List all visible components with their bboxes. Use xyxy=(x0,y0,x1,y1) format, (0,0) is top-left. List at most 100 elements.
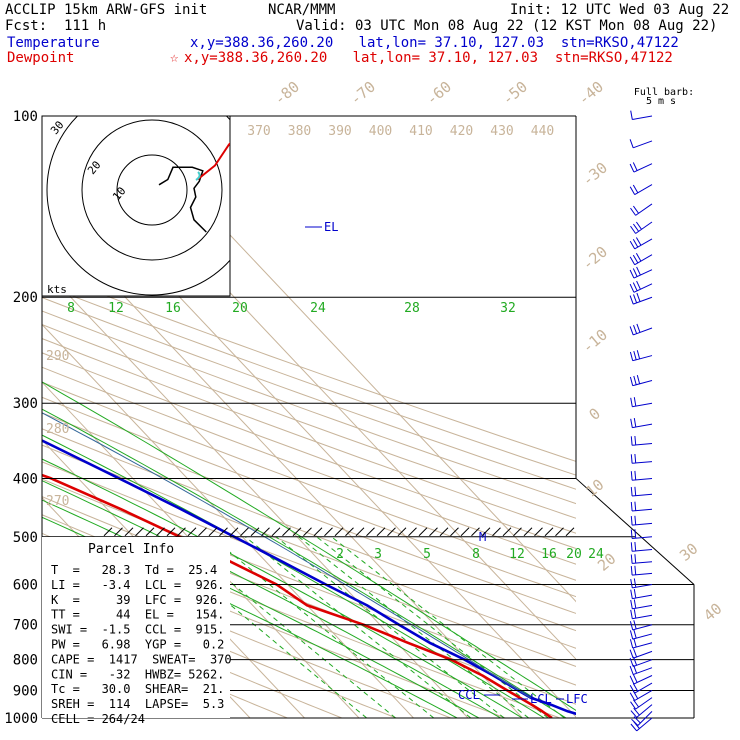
hatch-mark xyxy=(492,527,501,537)
temperature-tick-label: -30 xyxy=(579,159,611,190)
theta-label: 370 xyxy=(247,124,270,139)
wind-barb xyxy=(631,711,653,726)
hatch-mark xyxy=(345,527,354,537)
dry-adiabat-line xyxy=(42,297,576,490)
hatch-mark xyxy=(124,527,134,537)
hatch-mark xyxy=(429,527,438,537)
theta-label: 290 xyxy=(46,349,69,364)
wind-barb xyxy=(630,578,653,589)
pressure-tick-label: 900 xyxy=(13,683,38,699)
moist-adiabat-label: 12 xyxy=(108,301,124,316)
hodograph-box xyxy=(41,115,231,297)
hodograph xyxy=(46,116,230,296)
dry-adiabat-line xyxy=(42,324,576,519)
mixing-ratio-line xyxy=(175,536,396,718)
wind-barb xyxy=(629,648,653,659)
wind-barb xyxy=(630,599,653,610)
hatch-mark xyxy=(565,527,575,537)
wind-barb xyxy=(630,453,653,464)
hodograph-ring xyxy=(46,116,230,296)
wind-barb xyxy=(629,237,653,250)
dry-adiabat-line xyxy=(42,338,576,534)
dewpoint-profile-line xyxy=(42,473,553,718)
moist-adiabat-label: 28 xyxy=(404,301,420,316)
wind-barb xyxy=(630,554,653,564)
melting-level-label: M xyxy=(479,530,486,544)
dry-adiabat-line xyxy=(42,592,344,718)
wind-barb xyxy=(630,589,653,600)
wind-barb xyxy=(629,374,653,387)
hodograph-ring xyxy=(81,119,223,261)
mixing-ratio-line xyxy=(331,536,565,718)
wind-barb xyxy=(630,541,653,552)
pressure-tick-label: 200 xyxy=(13,290,38,306)
mixing-ratio-label: 8 xyxy=(472,547,480,562)
parcel-path-line xyxy=(42,412,532,699)
theta-label: 440 xyxy=(531,124,554,139)
hatch-mark xyxy=(502,527,512,537)
temperature-tick-label: -40 xyxy=(575,78,607,109)
hatch-mark xyxy=(198,527,207,537)
wind-barb xyxy=(630,609,653,620)
moist-adiabat-label: 24 xyxy=(310,301,326,316)
theta-label: 430 xyxy=(490,124,513,139)
temperature-tick-label: -20 xyxy=(579,243,611,274)
hatch-mark xyxy=(397,527,407,537)
hatch-mark xyxy=(187,527,197,537)
hatch-mark xyxy=(219,527,228,537)
wind-barb xyxy=(629,292,653,305)
hatch-mark xyxy=(355,527,365,537)
hatch-mark xyxy=(114,527,123,537)
hatch-mark xyxy=(313,527,323,537)
mixing-ratio-label: 24 xyxy=(588,547,604,562)
wind-barb xyxy=(629,682,653,694)
dry-adiabat-line xyxy=(42,352,576,550)
temperature-tick-label: -50 xyxy=(499,78,531,109)
dry-adiabat-line xyxy=(42,271,576,462)
hodograph-units-label: kts xyxy=(47,283,67,296)
wind-barb xyxy=(630,486,653,497)
dry-adiabat-line xyxy=(42,478,576,686)
dewpoint-station-info: x,y=388.36,260.20 lat,lon= 37.10, 127.03… xyxy=(184,50,673,66)
hatch-mark xyxy=(135,527,144,537)
temperature-tick-label: -10 xyxy=(579,326,611,357)
hatch-mark xyxy=(544,527,554,537)
wind-barb xyxy=(629,184,653,196)
hatch-mark xyxy=(240,527,249,537)
hatch-mark xyxy=(481,527,491,537)
pressure-tick-label: 1000 xyxy=(4,711,38,727)
hatch-mark xyxy=(261,527,270,537)
forecast-hour: Fcst: 111 h xyxy=(5,18,107,34)
wind-barb xyxy=(629,323,653,336)
dry-adiabat-line xyxy=(42,310,576,505)
hatch-mark xyxy=(450,527,459,537)
parcel-info-row: PW = 6.98 YGP = 0.2 xyxy=(51,638,224,652)
temperature-tick-label: -60 xyxy=(423,78,455,109)
hatch-mark xyxy=(208,527,218,537)
hatch-mark xyxy=(271,527,281,537)
hatch-mark xyxy=(229,527,239,537)
hatch-mark xyxy=(439,527,449,537)
hodograph-ring xyxy=(116,154,188,226)
theta-label: 400 xyxy=(369,124,392,139)
dewpoint-star-icon: ☆ xyxy=(170,50,179,66)
mixing-ratio-label: 16 xyxy=(541,547,557,562)
wind-barb xyxy=(630,529,653,539)
wind-barb xyxy=(630,515,653,526)
hatch-mark xyxy=(418,527,428,537)
parcel-info-row: TT = 44 EL = 154. xyxy=(51,608,224,622)
wind-barb xyxy=(629,629,653,640)
mixing-ratio-label: 5 xyxy=(423,547,431,562)
pressure-tick-label: 300 xyxy=(13,396,38,412)
dry-adiabat-line xyxy=(42,396,576,598)
theta-label: 420 xyxy=(450,124,473,139)
theta-label: 380 xyxy=(288,124,311,139)
pressure-tick-label: 700 xyxy=(13,618,38,634)
moist-adiabat-label: 8 xyxy=(67,301,75,316)
parcel-info-row: SWI = -1.5 CCL = 915. xyxy=(51,623,224,637)
wind-barb xyxy=(629,139,653,149)
wind-barb xyxy=(630,435,653,446)
temperature-legend-label: Temperature xyxy=(7,35,100,51)
dewpoint-legend-label: Dewpoint xyxy=(7,50,75,66)
moist-adiabat-label: 16 xyxy=(165,301,181,316)
